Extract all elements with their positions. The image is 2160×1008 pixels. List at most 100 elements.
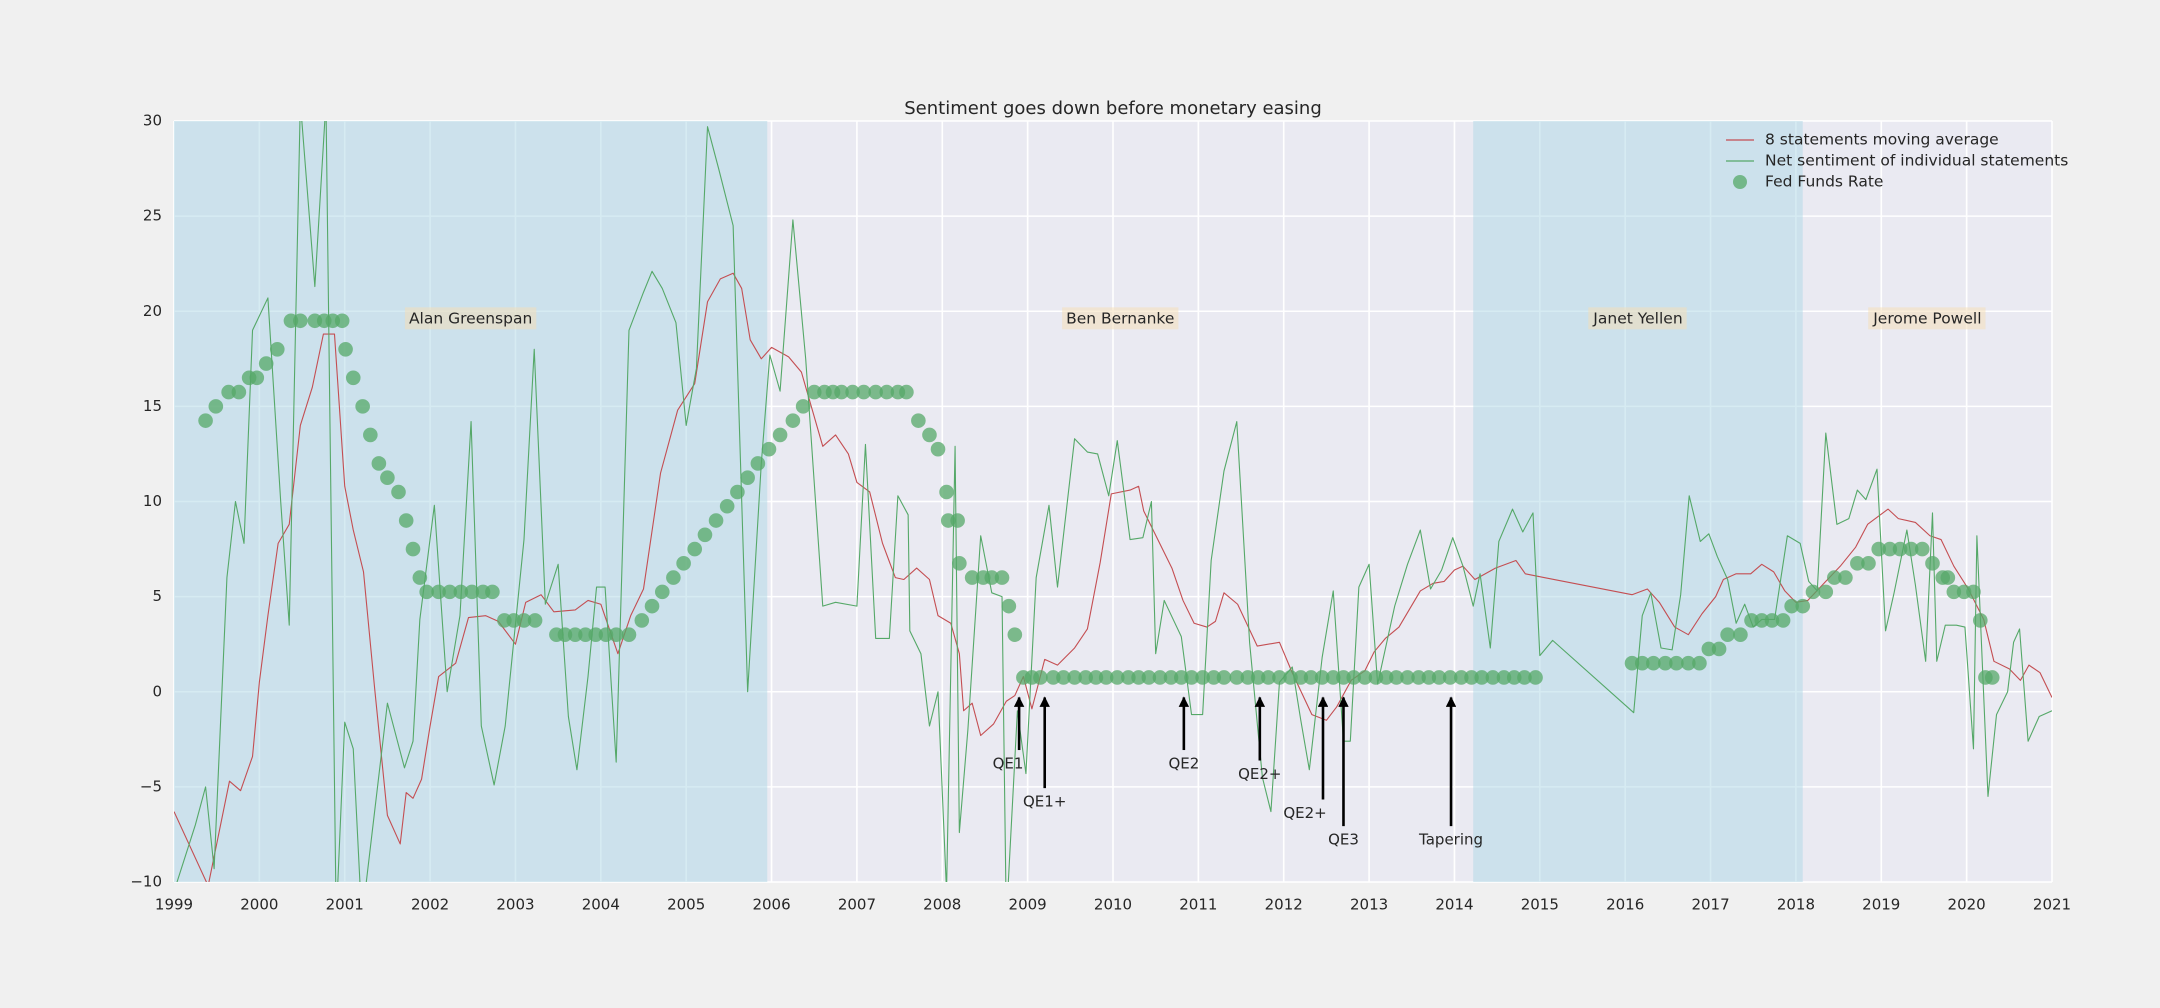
dot <box>1966 584 1981 600</box>
span-label-box <box>1868 307 1986 330</box>
dot <box>1389 670 1404 685</box>
dot <box>1805 584 1821 600</box>
dot <box>431 584 446 600</box>
dot <box>269 342 285 357</box>
dot <box>1892 541 1908 557</box>
dot <box>1754 613 1770 628</box>
dot <box>952 556 967 571</box>
dot <box>687 541 703 557</box>
dot <box>1121 670 1136 685</box>
dot <box>1283 670 1298 685</box>
dot <box>806 384 822 400</box>
dot <box>345 370 361 386</box>
dot <box>363 427 378 443</box>
dot <box>654 584 670 600</box>
dot <box>1517 670 1532 685</box>
span-label-group: Ben Bernanke <box>1062 307 1179 330</box>
dot <box>1464 670 1479 685</box>
dot <box>1744 613 1759 628</box>
dot <box>1195 670 1210 685</box>
dot <box>772 427 788 443</box>
dot <box>249 370 265 386</box>
dot <box>730 484 745 500</box>
dot <box>1701 641 1717 657</box>
dot <box>911 413 926 428</box>
dot <box>1272 670 1287 685</box>
dot <box>1903 541 1919 557</box>
dot <box>1474 670 1490 685</box>
dot <box>355 399 370 414</box>
dot <box>391 484 406 500</box>
span-label: Jerome Powell <box>1872 309 1981 327</box>
dot <box>1850 556 1865 571</box>
dot <box>1528 670 1543 685</box>
x-tick-label: 2006 <box>752 896 790 914</box>
dot <box>834 384 849 400</box>
dot <box>939 484 954 500</box>
dot <box>795 399 811 414</box>
dot <box>380 470 395 486</box>
dot <box>750 456 766 471</box>
dot <box>1431 670 1447 685</box>
dot <box>1711 641 1727 657</box>
dot <box>1007 627 1023 642</box>
legend-label: Fed Funds Rate <box>1765 173 1883 191</box>
dot <box>516 613 532 628</box>
x-tick-label: 2002 <box>411 896 449 914</box>
x-tick-label: 2019 <box>1862 896 1900 914</box>
dot <box>1795 598 1811 614</box>
span-label-group: Jerome Powell <box>1868 307 1986 330</box>
dot <box>1216 670 1232 685</box>
dot <box>1506 670 1522 685</box>
dot <box>1984 670 2000 685</box>
dot <box>1368 670 1384 685</box>
dot <box>221 384 236 400</box>
legend-label: 8 statements moving average <box>1765 131 1999 149</box>
dot <box>1411 670 1426 685</box>
x-tick-label: 2007 <box>838 896 876 914</box>
labels: 1999 2000 2001 2002 2003 2004 2005 2006 2007 2008… <box>130 112 2071 914</box>
dot <box>1720 627 1735 642</box>
dot <box>1098 670 1114 685</box>
dot <box>398 513 414 528</box>
dot <box>338 342 353 357</box>
dot <box>1293 670 1309 685</box>
dot <box>1496 670 1512 685</box>
line <box>176 121 2052 882</box>
dot <box>464 584 480 600</box>
span-label: Alan Greenspan <box>409 309 532 327</box>
dot <box>740 470 755 486</box>
span-label: Ben Bernanke <box>1066 309 1174 327</box>
dot <box>405 541 421 557</box>
dot <box>231 384 247 400</box>
legend-swatch <box>1733 175 1747 189</box>
dot <box>1733 627 1748 642</box>
dot <box>1109 670 1125 685</box>
dot <box>785 413 801 428</box>
dot <box>1033 670 1048 685</box>
spans <box>174 121 1803 882</box>
y-tick-label: 20 <box>143 302 162 320</box>
dot <box>1088 670 1104 685</box>
dot <box>588 627 603 642</box>
x-tick-label: 2021 <box>2033 896 2071 914</box>
dot <box>1925 556 1940 571</box>
dot <box>1775 613 1791 628</box>
dot <box>1624 655 1640 671</box>
dot <box>1206 670 1222 685</box>
dot <box>1184 670 1199 685</box>
x-tick-label: 2005 <box>667 896 705 914</box>
dot <box>1261 670 1276 685</box>
dot <box>1946 584 1962 600</box>
x-tick-label: 2017 <box>1691 896 1729 914</box>
dot <box>1163 670 1179 685</box>
dot <box>1940 570 1956 585</box>
dot <box>1485 670 1501 685</box>
dot <box>1141 670 1157 685</box>
x-tick-label: 1999 <box>155 896 193 914</box>
dot <box>1240 670 1256 685</box>
span-shade <box>174 121 768 882</box>
dot <box>666 570 681 585</box>
data <box>174 121 2052 882</box>
